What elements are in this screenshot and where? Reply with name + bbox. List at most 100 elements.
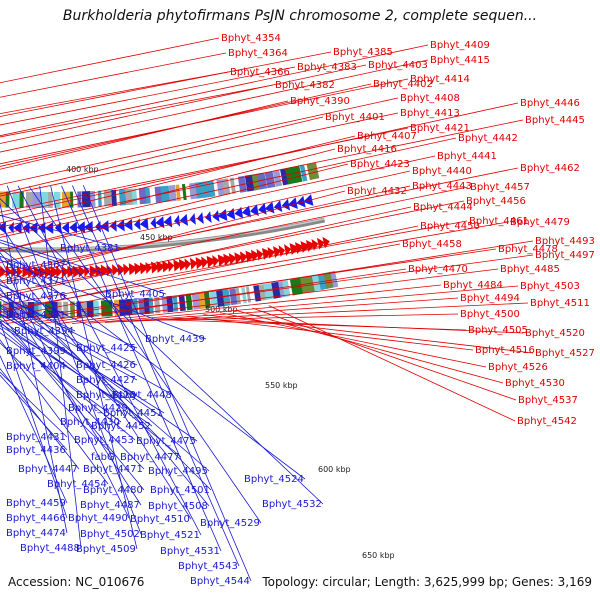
gene-label[interactable]: Bphyt_4366 [230,67,290,78]
gene-label[interactable]: Bphyt_4407 [357,131,417,142]
gene-label[interactable]: Bphyt_4479 [510,217,570,228]
gene-label[interactable]: Bphyt_4485 [500,264,560,275]
gene-label[interactable]: Bphyt_4493 [535,236,595,247]
gene-label[interactable]: Bphyt_4526 [488,362,548,373]
gene-label[interactable]: Bphyt_4441 [437,151,497,162]
gene-label[interactable]: Bphyt_4440 [412,166,472,177]
gene-label[interactable]: Bphyt_4408 [400,93,460,104]
gene-label[interactable]: Bphyt_4502 [80,529,140,540]
gene-label[interactable]: Bphyt_4371 [6,276,66,287]
gene-label[interactable]: Bphyt_4390 [290,96,350,107]
gene-label[interactable]: Bphyt_4542 [517,416,577,427]
gene-label[interactable]: Bphyt_4516 [475,345,535,356]
gene-label[interactable]: Bphyt_4367 [6,260,66,271]
gene-label[interactable]: Bphyt_4403 [368,60,428,71]
gene-label[interactable]: Bphyt_4508 [148,501,208,512]
gene-label[interactable]: Bphyt_4466 [6,513,66,524]
gene-label[interactable]: Bphyt_4510 [130,514,190,525]
gene-label[interactable]: Bphyt_4354 [221,33,281,44]
gene-label[interactable]: Bphyt_4382 [275,80,335,91]
gene-label[interactable]: Bphyt_4391 [6,310,66,321]
gene-label[interactable]: Bphyt_4490 [68,513,128,524]
gene-label[interactable]: Bphyt_4425 [76,343,136,354]
gene-label[interactable]: Bphyt_4521 [140,530,200,541]
gene-label[interactable]: Bphyt_4429 [68,403,128,414]
gene-label[interactable]: Bphyt_4402 [373,79,433,90]
gene-label[interactable]: Bphyt_4474 [6,528,66,539]
gene-label[interactable]: Bphyt_4423 [350,159,410,170]
gene-label[interactable]: Bphyt_4432 [347,186,407,197]
gene-label[interactable]: Bphyt_4381 [60,243,120,254]
gene-label[interactable]: Bphyt_4471 [83,464,143,475]
gene-label[interactable]: Bphyt_4385 [333,47,393,58]
gene-label[interactable]: Bphyt_4475 [136,436,196,447]
gene-label[interactable]: Bphyt_4484 [443,280,503,291]
gene-label[interactable]: Bphyt_4509 [76,544,136,555]
gene-label[interactable]: Bphyt_4531 [160,546,220,557]
gene-label[interactable]: Bphyt_4445 [525,115,585,126]
gene-label[interactable]: Bphyt_4454 [47,479,107,490]
gene-label[interactable]: Bphyt_4478 [498,244,558,255]
gene-label[interactable]: Bphyt_4436 [6,445,66,456]
gene-label[interactable]: Bphyt_4501 [150,485,210,496]
gene-label[interactable]: Bphyt_4421 [410,123,470,134]
gene-label[interactable]: Bphyt_4401 [325,112,385,123]
gene-label[interactable]: Bphyt_4480 [83,485,143,496]
gene-label[interactable]: Bphyt_4532 [262,499,322,510]
gene-label[interactable]: Bphyt_4459 [6,498,66,509]
gene-label[interactable]: Bphyt_4529 [200,518,260,529]
gene-label[interactable]: Bphyt_4404 [6,361,66,372]
gene-label[interactable]: Bphyt_4414 [410,74,470,85]
gene-label[interactable]: Bphyt_4427 [76,375,136,386]
gene-label[interactable]: Bphyt_4409 [430,40,490,51]
gene-label[interactable]: Bphyt_4448 [112,390,172,401]
gene-label[interactable]: Bphyt_4487 [80,500,140,511]
gene-label[interactable]: Bphyt_4494 [460,293,520,304]
gene-label[interactable]: Bphyt_4477 [120,452,180,463]
gene-label[interactable]: Bphyt_4503 [520,281,580,292]
gene-label[interactable]: Bphyt_4364 [228,48,288,59]
gene-label[interactable]: Bphyt_4443 [412,181,472,192]
gene-label[interactable]: Bphyt_4444 [413,202,473,213]
gene-label[interactable]: Bphyt_4511 [530,298,590,309]
gene-label[interactable]: Bphyt_4453 [74,435,134,446]
gene-label[interactable]: Bphyt_4383 [297,62,357,73]
gene-label[interactable]: Bphyt_4462 [520,163,580,174]
gene-label[interactable]: Bphyt_4530 [505,378,565,389]
gene-label[interactable]: Bphyt_4505 [468,325,528,336]
gene-label[interactable]: Bphyt_4451 [103,408,163,419]
gene-label[interactable]: Bphyt_4431 [6,432,66,443]
gene-label[interactable]: Bphyt_4413 [400,108,460,119]
gene-label[interactable]: Bphyt_4497 [535,250,595,261]
gene-label[interactable]: Bphyt_4442 [458,133,518,144]
gene-label[interactable]: Bphyt_4450 [420,221,480,232]
gene-label[interactable]: Bphyt_4488 [20,543,80,554]
gene-label[interactable]: Bphyt_4439 [145,334,205,345]
gene-label[interactable]: Bphyt_4376 [6,291,66,302]
gene-label[interactable]: Bphyt_4452 [91,421,151,432]
gene-label[interactable]: Bphyt_4456 [466,196,526,207]
gene-label[interactable]: Bphyt_4426 [76,360,136,371]
gene-label[interactable]: Bphyt_4527 [535,348,595,359]
gene-label[interactable]: Bphyt_4446 [520,98,580,109]
gene-label[interactable]: Bphyt_4520 [525,328,585,339]
gene-label[interactable]: Bphyt_4470 [408,264,468,275]
gene-label[interactable]: Bphyt_4544 [190,576,250,587]
gene-label[interactable]: Bphyt_4416 [337,144,397,155]
gene-label[interactable]: Bphyt_4495 [148,466,208,477]
gene-label[interactable]: Bphyt_4461 [469,216,529,227]
gene-label[interactable]: Bphyt_4524 [244,474,304,485]
gene-label[interactable]: Bphyt_4543 [178,561,238,572]
gene-label[interactable]: Bphyt_4458 [402,239,462,250]
gene-label[interactable]: Bphyt_4500 [460,309,520,320]
gene-label[interactable]: Bphyt_4537 [518,395,578,406]
gene-label[interactable]: Bphyt_4399 [6,346,66,357]
gene-label[interactable]: fabG [91,452,115,463]
gene-label[interactable]: Bphyt_4415 [430,55,490,66]
gene-label[interactable]: Bphyt_4394 [14,326,74,337]
gene-label[interactable]: Bphyt_4405 [105,289,165,300]
gene-label[interactable]: Bphyt_4457 [470,182,530,193]
gene-label[interactable]: Bphyt_4430 [60,417,120,428]
gene-label[interactable]: Bphyt_4428 [76,390,136,401]
gene-label[interactable]: Bphyt_4447 [18,464,78,475]
